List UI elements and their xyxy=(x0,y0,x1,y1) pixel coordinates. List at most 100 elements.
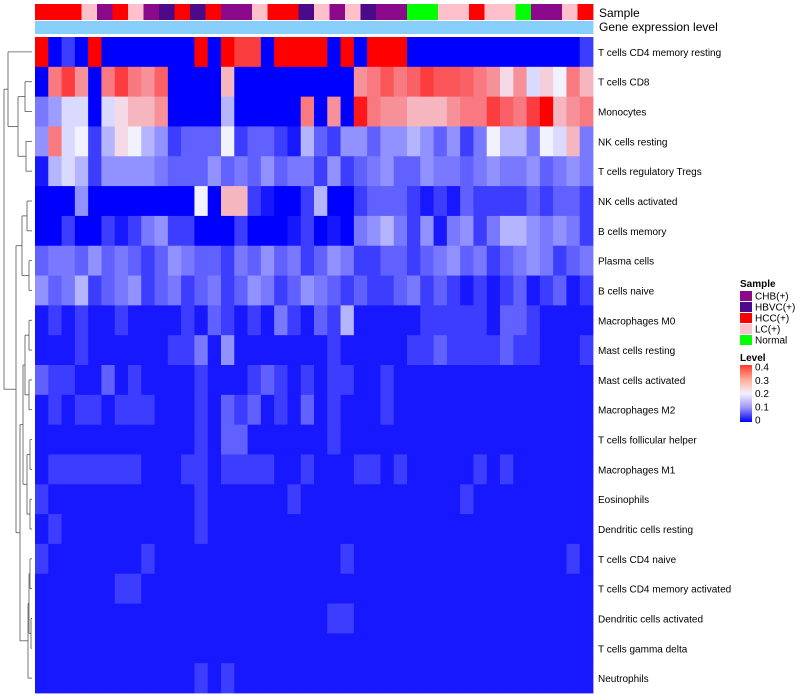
heatmap-cell xyxy=(194,66,209,98)
heatmap-cell xyxy=(221,394,235,426)
heatmap-cell xyxy=(167,454,182,485)
heatmap-cell xyxy=(340,37,355,68)
heatmap-cell xyxy=(566,156,581,187)
heatmap-cell xyxy=(420,663,434,694)
heatmap-cell xyxy=(407,633,421,664)
heatmap-cell xyxy=(314,454,328,485)
heatmap-cell xyxy=(274,484,288,515)
heatmap-cell xyxy=(247,424,262,455)
heatmap-cell xyxy=(433,305,448,336)
heatmap-cell xyxy=(221,514,235,545)
heatmap-cell xyxy=(167,126,182,157)
heatmap-cell xyxy=(486,245,501,276)
heatmap-cell xyxy=(446,96,461,127)
heatmap-cell xyxy=(473,335,488,366)
heatmap-cell xyxy=(207,215,222,247)
heatmap-cell xyxy=(74,543,89,575)
heatmap-cell xyxy=(526,603,541,634)
heatmap-cell xyxy=(114,37,129,68)
legend-sample-swatch xyxy=(740,291,752,301)
heatmap-cell xyxy=(114,633,129,664)
heatmap-cell xyxy=(566,424,581,455)
heatmap-cell xyxy=(35,394,49,426)
heatmap-cell xyxy=(274,335,288,366)
row-label: Macrophages M2 xyxy=(598,406,676,417)
heatmap-cell xyxy=(74,335,89,366)
heatmap-cell xyxy=(234,573,248,604)
heatmap-cell xyxy=(101,424,116,455)
heatmap-cell xyxy=(194,603,209,634)
heatmap-cell xyxy=(566,245,581,276)
heatmap-cell xyxy=(287,633,302,664)
heatmap-cell xyxy=(114,394,129,426)
heatmap-cell xyxy=(167,215,182,247)
heatmap-cell xyxy=(74,215,89,247)
heatmap-cell xyxy=(486,543,501,575)
heatmap-cell xyxy=(446,365,461,396)
heatmap-cell xyxy=(486,484,501,515)
heatmap-cell xyxy=(393,394,408,426)
heatmap-cell xyxy=(380,66,395,98)
heatmap-cell xyxy=(446,603,461,634)
heatmap-cell xyxy=(539,543,554,575)
heatmap-cell xyxy=(74,484,89,515)
heatmap-cell xyxy=(526,215,541,247)
heatmap-cell xyxy=(420,484,434,515)
heatmap-cell xyxy=(181,156,195,187)
heatmap-cell xyxy=(61,245,76,276)
heatmap-cell xyxy=(420,305,434,336)
heatmap-cell xyxy=(367,573,381,604)
heatmap-cell xyxy=(234,275,248,306)
heatmap-cell xyxy=(393,305,408,336)
heatmap-cell xyxy=(181,275,195,306)
heatmap-cell xyxy=(88,37,102,68)
heatmap-cell xyxy=(260,454,275,485)
heatmap-cell xyxy=(486,335,501,366)
heatmap-cell xyxy=(513,633,527,664)
expression-annotation-cell xyxy=(174,21,191,34)
heatmap-cell xyxy=(114,305,129,336)
heatmap-cell xyxy=(393,215,408,247)
sample-annotation-cell xyxy=(35,4,51,20)
heatmap-cell xyxy=(553,424,567,455)
heatmap-cell xyxy=(579,156,594,187)
heatmap-cell xyxy=(274,543,288,575)
heatmap-cell xyxy=(393,543,408,575)
sample-annotation-cell xyxy=(97,4,113,20)
expression-annotation-cell xyxy=(81,21,98,34)
heatmap-cell xyxy=(154,275,169,306)
heatmap-cell xyxy=(566,215,581,247)
heatmap-cell xyxy=(114,186,129,217)
heatmap-cell xyxy=(61,37,76,68)
heatmap-cell xyxy=(154,156,169,187)
heatmap-cell xyxy=(526,365,541,396)
heatmap-cell xyxy=(101,543,116,575)
heatmap-cell xyxy=(141,514,155,545)
heatmap-cell xyxy=(353,603,368,634)
heatmap-cell xyxy=(433,335,448,366)
heatmap-cell xyxy=(300,96,315,127)
heatmap-cell xyxy=(486,186,501,217)
heatmap-cell xyxy=(234,543,248,575)
heatmap-cell xyxy=(340,394,355,426)
heatmap-cell xyxy=(579,573,594,604)
heatmap-cell xyxy=(221,573,235,604)
heatmap-cell xyxy=(61,365,76,396)
heatmap-cell xyxy=(513,573,527,604)
expression-annotation-cell xyxy=(391,21,408,34)
heatmap-cell xyxy=(35,186,49,217)
heatmap-cell xyxy=(340,305,355,336)
heatmap-cell xyxy=(539,484,554,515)
heatmap-cell xyxy=(194,215,209,247)
heatmap-cell xyxy=(48,186,62,217)
heatmap-cell xyxy=(207,37,222,68)
heatmap-cell xyxy=(247,663,262,694)
heatmap-cell xyxy=(353,365,368,396)
heatmap-cell xyxy=(500,305,514,336)
heatmap-cell xyxy=(314,663,328,694)
heatmap-cell xyxy=(579,663,594,694)
heatmap-cell xyxy=(340,573,355,604)
heatmap-cell xyxy=(433,156,448,187)
heatmap-cell xyxy=(314,305,328,336)
heatmap-cell xyxy=(300,514,315,545)
